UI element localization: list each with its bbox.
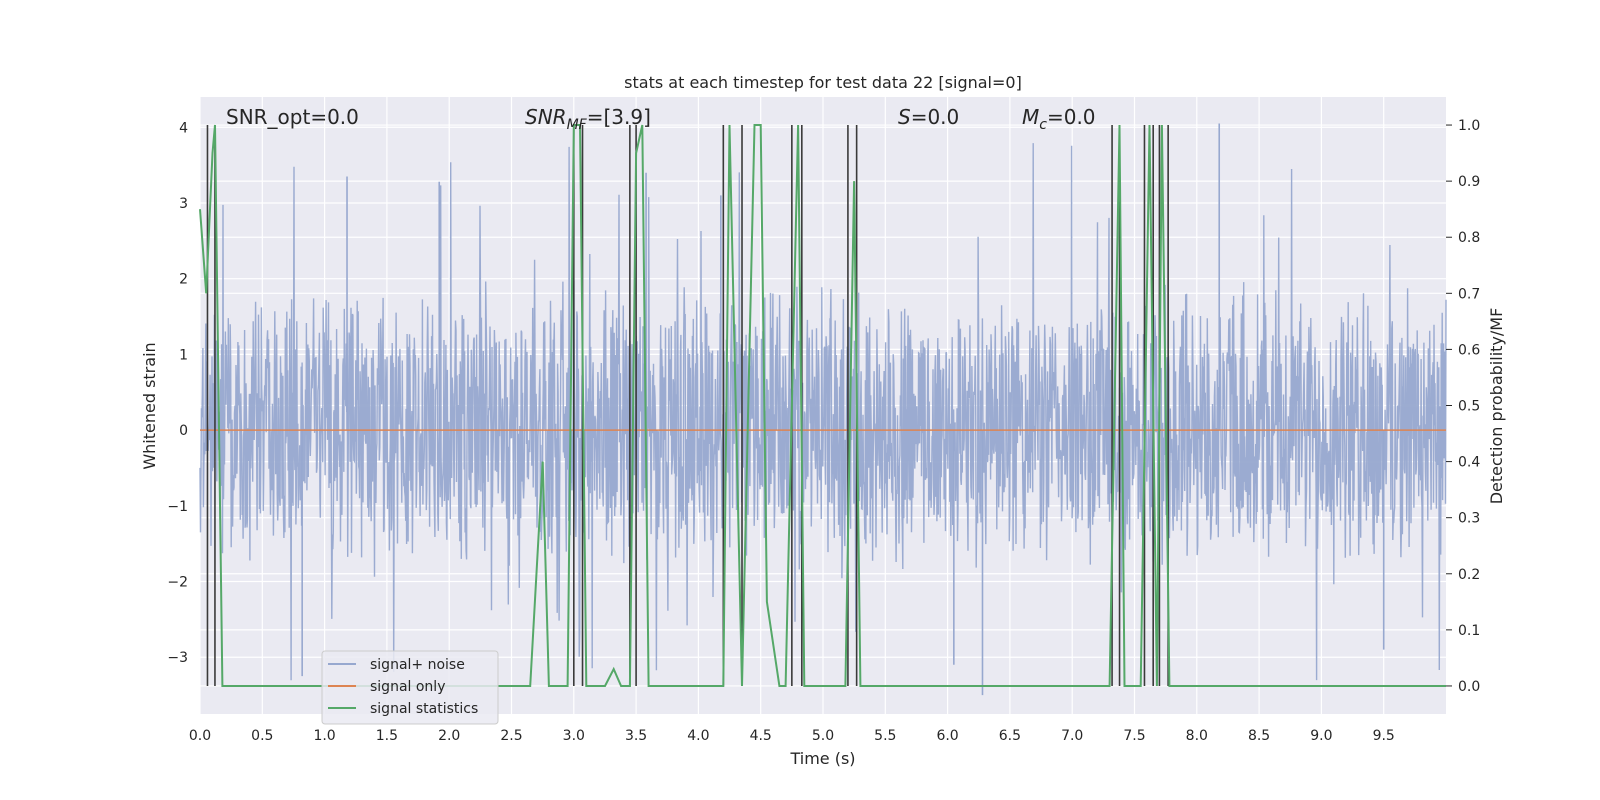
x-tick-label: 8.0 bbox=[1186, 728, 1208, 744]
x-tick-label: 2.0 bbox=[438, 728, 460, 744]
x-tick-label: 4.5 bbox=[750, 728, 772, 744]
legend: signal+ noise signal only signal statist… bbox=[321, 650, 499, 725]
y2-tick-label: 0.6 bbox=[1458, 342, 1480, 358]
x-tick-label: 6.0 bbox=[936, 728, 958, 744]
y2-tick-label: 0.4 bbox=[1458, 455, 1480, 471]
annotation-mc-sub: c bbox=[1039, 117, 1047, 133]
y2-tick-label: 0.5 bbox=[1458, 399, 1480, 415]
y2-axis-label: Detection probability/MF bbox=[1487, 308, 1506, 505]
x-axis-label: Time (s) bbox=[789, 749, 855, 768]
legend-label-signal-only: signal only bbox=[370, 679, 445, 695]
legend-box bbox=[321, 650, 499, 725]
annotation-mc-label: M bbox=[1022, 105, 1039, 129]
x-tick-label: 5.5 bbox=[874, 728, 896, 744]
y-tick-label: 2 bbox=[179, 272, 188, 288]
x-tick-label: 6.5 bbox=[999, 728, 1021, 744]
y-tick-label: −1 bbox=[167, 499, 188, 515]
y2-tick-label: 0.9 bbox=[1458, 174, 1480, 190]
y-tick-label: −2 bbox=[167, 575, 188, 591]
x-tick-label: 3.5 bbox=[625, 728, 647, 744]
vertical-markers bbox=[206, 125, 1169, 686]
legend-label-signal-statistics: signal statistics bbox=[370, 701, 478, 717]
y2-tick-label: 1.0 bbox=[1458, 118, 1480, 134]
annotation-snr-mf-base: SNR bbox=[525, 105, 567, 129]
y-tick-label: 0 bbox=[179, 423, 188, 439]
y-tick-label: 1 bbox=[179, 347, 188, 363]
y-axis-label: Whitened strain bbox=[140, 342, 159, 469]
annotation-snr-mf-value: =[3.9] bbox=[587, 105, 651, 129]
annotation-mc-value: =0.0 bbox=[1047, 105, 1096, 129]
y2-tick-label: 0.7 bbox=[1458, 286, 1480, 302]
annotation-snr-opt: SNR_opt=0.0 bbox=[226, 105, 359, 129]
y2-tick-label: 0.3 bbox=[1458, 511, 1480, 527]
x-tick-label: 1.5 bbox=[376, 728, 398, 744]
y-tick-label: 4 bbox=[179, 120, 188, 136]
x-tick-label: 0.0 bbox=[189, 728, 211, 744]
annotation-snr-mf-sub: MF bbox=[567, 117, 588, 133]
legend-label-signal-noise: signal+ noise bbox=[370, 657, 465, 673]
y2-tick-label: 0.2 bbox=[1458, 567, 1480, 583]
y-tick-label: −3 bbox=[167, 650, 188, 666]
x-tick-label: 8.5 bbox=[1248, 728, 1270, 744]
annotation-s: S=0.0 bbox=[898, 105, 959, 129]
x-tick-label: 1.0 bbox=[313, 728, 335, 744]
x-tick-label: 7.5 bbox=[1123, 728, 1145, 744]
x-tick-label: 7.0 bbox=[1061, 728, 1083, 744]
x-tick-label: 2.5 bbox=[500, 728, 522, 744]
chart-title: stats at each timestep for test data 22 … bbox=[624, 73, 1022, 92]
annotation-mc: Mc=0.0 bbox=[1022, 105, 1096, 133]
y2-axis-ticks: 0.0 0.1 0.2 0.3 0.4 0.5 0.6 0.7 0.8 0.9 1.0 bbox=[1446, 118, 1480, 695]
noise-trace bbox=[199, 143, 1447, 681]
y-tick-label: 3 bbox=[179, 196, 188, 212]
y2-tick-label: 0.8 bbox=[1458, 230, 1480, 246]
x-tick-label: 9.0 bbox=[1310, 728, 1332, 744]
annotation-s-label: S bbox=[898, 105, 911, 129]
x-tick-label: 3.0 bbox=[563, 728, 585, 744]
series-signal-statistics bbox=[199, 124, 1446, 687]
annotation-s-value: =0.0 bbox=[911, 105, 960, 129]
x-tick-label: 0.5 bbox=[251, 728, 273, 744]
x-tick-label: 5.0 bbox=[812, 728, 834, 744]
signal-statistics-line bbox=[199, 124, 1446, 687]
y2-tick-label: 0.1 bbox=[1458, 623, 1480, 639]
annotation-snr-mf: SNRMF=[3.9] bbox=[525, 105, 651, 133]
x-tick-label: 9.5 bbox=[1373, 728, 1395, 744]
y-axis-ticks: −3 −2 −1 0 1 2 3 4 bbox=[167, 120, 188, 666]
y2-tick-label: 0.0 bbox=[1458, 679, 1480, 695]
x-axis-ticks: 0.0 0.5 1.0 1.5 2.0 2.5 3.0 3.5 4.0 4.5 5.0 5.5 6.0 6… bbox=[189, 728, 1395, 744]
x-tick-label: 4.0 bbox=[687, 728, 709, 744]
